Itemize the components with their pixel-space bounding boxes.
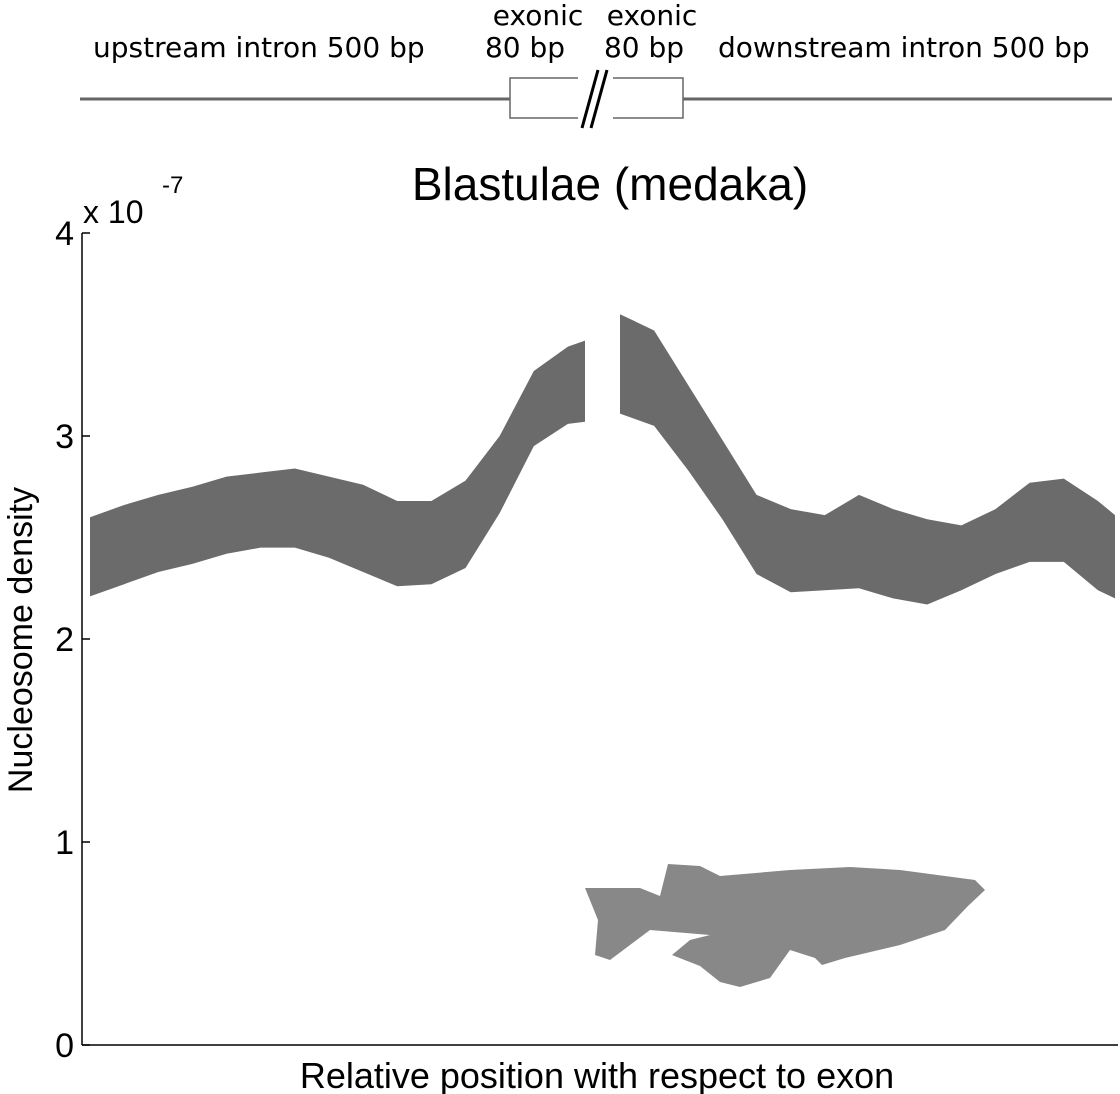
- density-band: [620, 314, 1115, 605]
- y-tick-label: 2: [55, 621, 74, 659]
- exon-label: 80 bp: [485, 31, 565, 64]
- exon-label: 80 bp: [604, 31, 684, 64]
- upstream-label: upstream intron 500 bp: [93, 31, 425, 64]
- y-tick-label: 1: [55, 824, 74, 862]
- y-tick-label: 0: [55, 1027, 74, 1065]
- y-tick-label: 4: [55, 215, 74, 253]
- exponent-label: x 10: [83, 194, 143, 230]
- break-mark: [589, 69, 609, 129]
- fish-silhouette: [585, 864, 985, 987]
- x-axis-label: Relative position with respect to exon: [300, 1055, 894, 1094]
- density-band: [90, 340, 585, 597]
- y-tick-label: 3: [55, 418, 74, 456]
- break-mark: [580, 69, 600, 129]
- chart-title: Blastulae (medaka): [412, 158, 808, 210]
- exon-label: exonic: [607, 0, 698, 32]
- exon-diagram: upstream intron 500 bp exonic 80 bp exon…: [80, 0, 1112, 129]
- exon-box: [613, 77, 684, 119]
- exponent: -7: [162, 172, 183, 199]
- exon-label: exonic: [493, 0, 584, 32]
- downstream-label: downstream intron 500 bp: [718, 31, 1090, 64]
- exon-box: [509, 77, 578, 119]
- y-axis-label: Nucleosome density: [2, 487, 40, 793]
